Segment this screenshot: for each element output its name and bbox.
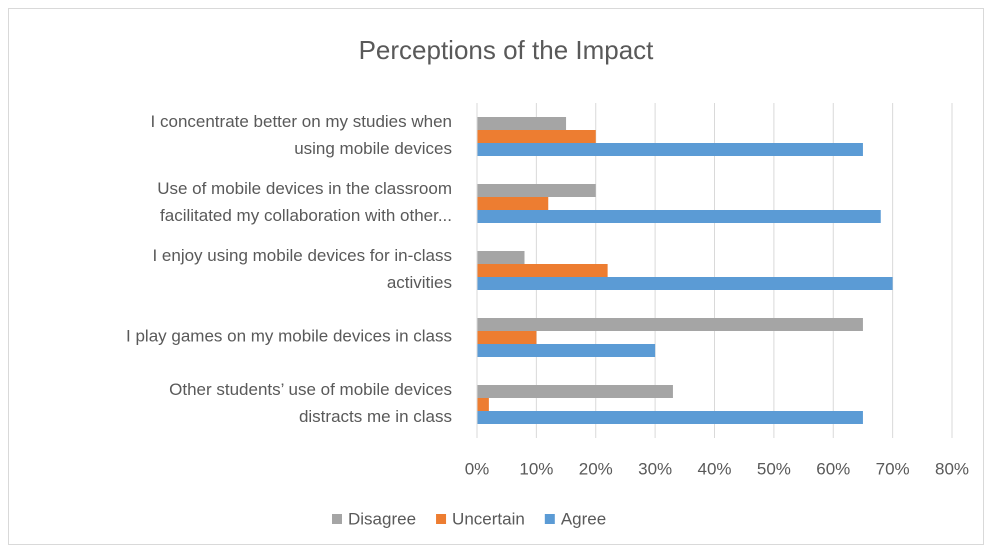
- legend-label: Agree: [561, 509, 606, 528]
- bar: [477, 210, 881, 223]
- bar: [477, 411, 863, 424]
- legend-label: Disagree: [348, 509, 416, 528]
- legend-swatch: [436, 514, 447, 524]
- legend-swatch: [544, 514, 555, 524]
- bar: [477, 184, 596, 197]
- bar: [477, 117, 567, 130]
- legend-label: Uncertain: [452, 509, 525, 528]
- bar: [477, 344, 656, 357]
- x-tick-label: 20%: [579, 459, 613, 478]
- bar: [477, 277, 893, 290]
- x-tick-label: 40%: [697, 459, 731, 478]
- bar: [477, 130, 596, 143]
- bar: [477, 197, 549, 210]
- category-label: I concentrate better on my studies when u…: [151, 112, 452, 158]
- bar: [477, 331, 537, 344]
- x-tick-label: 70%: [876, 459, 910, 478]
- x-tick-label: 60%: [816, 459, 850, 478]
- x-tick-label: 10%: [519, 459, 553, 478]
- bar: [477, 143, 863, 156]
- category-label: I play games on my mobile devices in cla…: [126, 327, 452, 346]
- chart-title: Perceptions of the Impact: [359, 35, 655, 65]
- category-label: Use of mobile devices in the classroom fa…: [157, 179, 452, 225]
- bar: [477, 385, 673, 398]
- x-tick-label: 80%: [935, 459, 969, 478]
- category-label: Other students’ use of mobile devices dis…: [169, 380, 452, 426]
- category-label: I enjoy using mobile devices for in-clas…: [152, 246, 452, 292]
- bar: [477, 251, 525, 264]
- x-tick-label: 30%: [638, 459, 672, 478]
- bar: [477, 398, 489, 411]
- x-tick-label: 0%: [465, 459, 490, 478]
- bar: [477, 318, 863, 331]
- legend-swatch: [332, 514, 342, 524]
- x-tick-label: 50%: [757, 459, 791, 478]
- bar: [477, 264, 608, 277]
